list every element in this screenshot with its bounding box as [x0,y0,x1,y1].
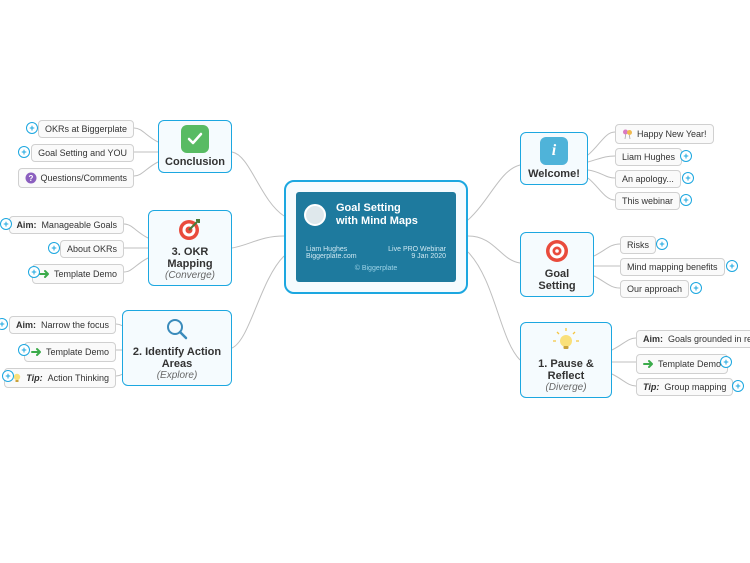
expand-icon[interactable]: + [28,266,40,278]
leaf-pause-tip[interactable]: Tip:Group mapping [636,378,733,396]
leaf-pause-aim[interactable]: Aim:Goals grounded in reality [636,330,750,348]
balloons-icon [622,128,634,140]
leaf-identify-aim[interactable]: Aim:Narrow the focus [9,316,116,334]
branch-welcome[interactable]: i Welcome! [520,132,588,185]
arrow-icon [31,346,43,358]
branch-pause-title: 1. Pause & Reflect [527,358,605,382]
branch-okr-sub: (Converge) [165,270,215,281]
expand-icon[interactable]: + [690,282,702,294]
branch-okr-title: 3. OKR Mapping [155,246,225,270]
leaf-mm-benefits[interactable]: Mind mapping benefits [620,258,725,276]
check-icon [181,125,209,153]
expand-icon[interactable]: + [726,260,738,272]
center-footer: © Biggerplate [306,265,446,272]
target-icon [543,237,571,265]
expand-icon[interactable]: + [2,370,14,382]
leaf-goal-you[interactable]: Goal Setting and YOU [31,144,134,162]
center-title: Goal Setting with Mind Maps [336,202,446,228]
leaf-identify-tip[interactable]: Tip:Action Thinking [4,368,116,388]
arrow-icon [39,268,51,280]
branch-pause[interactable]: 1. Pause & Reflect (Diverge) [520,322,612,398]
branch-conclusion[interactable]: Conclusion [158,120,232,173]
expand-icon[interactable]: + [18,146,30,158]
center-subrow: Liam Hughes Biggerplate.com Live PRO Web… [306,246,446,260]
leaf-okrs-biggerplate[interactable]: OKRs at Biggerplate [38,120,134,138]
expand-icon[interactable]: + [0,318,8,330]
expand-icon[interactable]: + [18,344,30,356]
leaf-this-webinar[interactable]: This webinar [615,192,680,210]
leaf-okr-template[interactable]: Template Demo [32,264,124,284]
branch-okr[interactable]: 3. OKR Mapping (Converge) [148,210,232,286]
center-slide: Goal Setting with Mind Maps Liam Hughes … [296,192,456,282]
expand-icon[interactable]: + [48,242,60,254]
leaf-our-approach[interactable]: Our approach [620,280,689,298]
branch-pause-sub: (Diverge) [545,382,586,393]
leaf-about-okrs[interactable]: About OKRs [60,240,124,258]
expand-icon[interactable]: + [680,150,692,162]
magnify-icon [163,315,191,343]
svg-text:?: ? [29,174,34,183]
expand-icon[interactable]: + [682,172,694,184]
leaf-risks[interactable]: Risks [620,236,656,254]
arrow-icon [643,358,655,370]
leaf-identify-template[interactable]: Template Demo [24,342,116,362]
branch-goal-setting[interactable]: Goal Setting [520,232,594,297]
branch-conclusion-title: Conclusion [165,156,225,168]
branch-identify-sub: (Explore) [157,370,198,381]
expand-icon[interactable]: + [720,356,732,368]
branch-identify[interactable]: 2. Identify Action Areas (Explore) [122,310,232,386]
avatar [304,204,326,226]
leaf-okr-aim[interactable]: Aim:Manageable Goals [9,216,124,234]
leaf-happy-new-year[interactable]: Happy New Year! [615,124,714,144]
center-node[interactable]: Goal Setting with Mind Maps Liam Hughes … [284,180,468,294]
leaf-questions[interactable]: ? Questions/Comments [18,168,134,188]
question-icon: ? [25,172,37,184]
branch-welcome-title: Welcome! [528,168,580,180]
expand-icon[interactable]: + [26,122,38,134]
branch-goal-setting-title: Goal Setting [527,268,587,292]
expand-icon[interactable]: + [732,380,744,392]
bulb-icon [552,327,580,355]
leaf-liam-hughes[interactable]: Liam Hughes [615,148,682,166]
branch-identify-title: 2. Identify Action Areas [129,346,225,370]
leaf-pause-template[interactable]: Template Demo [636,354,728,374]
info-icon: i [540,137,568,165]
leaf-apology[interactable]: An apology... [615,170,681,188]
expand-icon[interactable]: + [0,218,12,230]
target-icon [176,215,204,243]
expand-icon[interactable]: + [656,238,668,250]
expand-icon[interactable]: + [680,194,692,206]
